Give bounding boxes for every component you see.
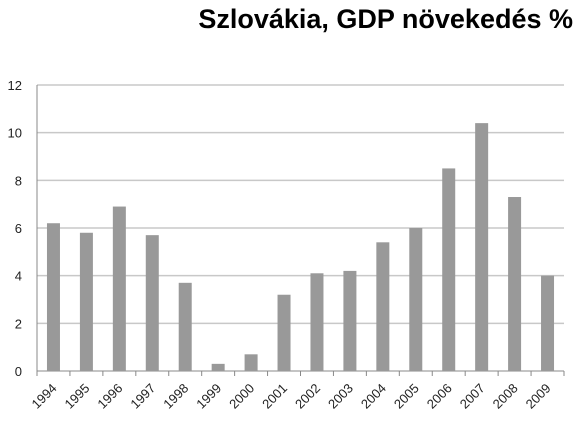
bar-2007 xyxy=(475,123,489,371)
x-tick-label: 2002 xyxy=(292,381,323,412)
bar-2009 xyxy=(541,275,555,371)
y-tick-label: 4 xyxy=(15,269,22,284)
x-tick-label: 1999 xyxy=(193,381,224,412)
bar-2008 xyxy=(508,197,522,371)
bar-2006 xyxy=(442,168,456,371)
x-tick-label: 2007 xyxy=(457,381,488,412)
y-tick-label: 12 xyxy=(8,78,22,93)
x-tick-label: 2005 xyxy=(391,381,422,412)
x-tick-label: 1997 xyxy=(127,381,158,412)
bar-2001 xyxy=(277,294,291,371)
bar-1995 xyxy=(79,232,93,371)
bar-2000 xyxy=(244,354,258,371)
chart-title: Szlovákia, GDP növekedés % xyxy=(198,4,573,34)
x-tick-label: 2000 xyxy=(226,381,257,412)
y-tick-label: 2 xyxy=(15,316,22,331)
y-tick-label: 8 xyxy=(15,173,22,188)
bar-2003 xyxy=(343,270,357,371)
y-tick-label: 10 xyxy=(8,126,22,141)
bar-2004 xyxy=(376,242,390,371)
x-tick-label: 2003 xyxy=(325,381,356,412)
bar-1998 xyxy=(178,282,192,371)
x-tick-label: 1998 xyxy=(160,381,191,412)
x-tick-label: 2008 xyxy=(490,381,521,412)
x-tick-label: 2009 xyxy=(523,381,554,412)
x-tick-label: 1996 xyxy=(94,381,125,412)
bar-2005 xyxy=(409,228,423,371)
x-tick-label: 2004 xyxy=(358,381,389,412)
bar-1996 xyxy=(112,206,126,371)
bar-1997 xyxy=(145,235,159,371)
y-tick-label: 0 xyxy=(15,364,22,379)
x-tick-label: 2001 xyxy=(259,381,290,412)
y-tick-label: 6 xyxy=(15,221,22,236)
bars xyxy=(46,123,555,371)
bar-2002 xyxy=(310,273,324,371)
bar-1999 xyxy=(211,363,225,371)
bar-1994 xyxy=(46,223,60,371)
x-tick-label: 1995 xyxy=(61,381,92,412)
x-tick-label: 2006 xyxy=(424,381,455,412)
x-tick-label: 1994 xyxy=(29,381,60,412)
